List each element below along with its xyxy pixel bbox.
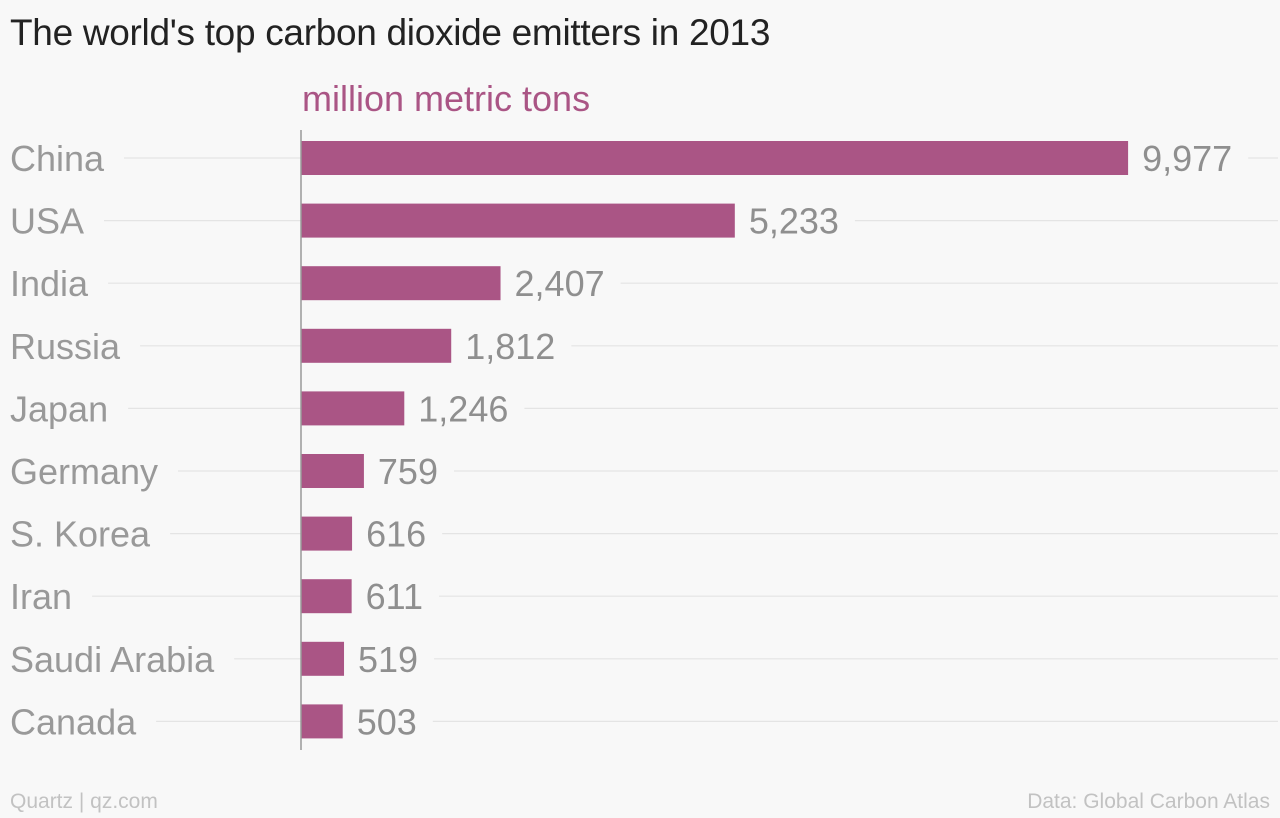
bar bbox=[301, 641, 345, 676]
bar bbox=[301, 454, 364, 488]
bar bbox=[301, 391, 405, 426]
category-label: Saudi Arabia bbox=[10, 639, 215, 680]
value-label: 1,246 bbox=[418, 388, 508, 429]
value-label: 759 bbox=[378, 451, 438, 492]
value-label: 616 bbox=[366, 514, 426, 555]
category-label: China bbox=[10, 138, 105, 179]
category-label: Canada bbox=[10, 701, 137, 742]
bar bbox=[301, 141, 1129, 175]
category-label: Japan bbox=[10, 388, 108, 429]
category-label: Iran bbox=[10, 576, 72, 617]
value-label: 1,812 bbox=[465, 326, 555, 367]
category-label: Russia bbox=[10, 326, 121, 367]
bar bbox=[301, 203, 735, 238]
value-label: 503 bbox=[357, 701, 417, 742]
category-label: Germany bbox=[10, 451, 158, 492]
source-credit: Quartz | qz.com bbox=[10, 790, 158, 813]
value-label: 519 bbox=[358, 639, 418, 680]
value-label: 611 bbox=[366, 576, 423, 617]
chart-title: The world's top carbon dioxide emitters … bbox=[10, 12, 771, 53]
bar bbox=[301, 579, 352, 614]
value-label: 9,977 bbox=[1142, 138, 1232, 179]
unit-label: million metric tons bbox=[302, 78, 591, 119]
bar bbox=[301, 266, 501, 301]
bar bbox=[301, 704, 343, 739]
bar bbox=[301, 328, 452, 363]
category-label: India bbox=[10, 263, 89, 304]
category-label: S. Korea bbox=[10, 514, 151, 555]
bar bbox=[301, 516, 353, 551]
category-label: USA bbox=[10, 201, 84, 242]
value-label: 5,233 bbox=[749, 201, 839, 242]
bar-chart: China 9,977 USA 5,233 India 2,407 Russia 1,812 J… bbox=[10, 130, 1278, 750]
value-label: 2,407 bbox=[515, 263, 605, 304]
data-source: Data: Global Carbon Atlas bbox=[1027, 790, 1270, 813]
